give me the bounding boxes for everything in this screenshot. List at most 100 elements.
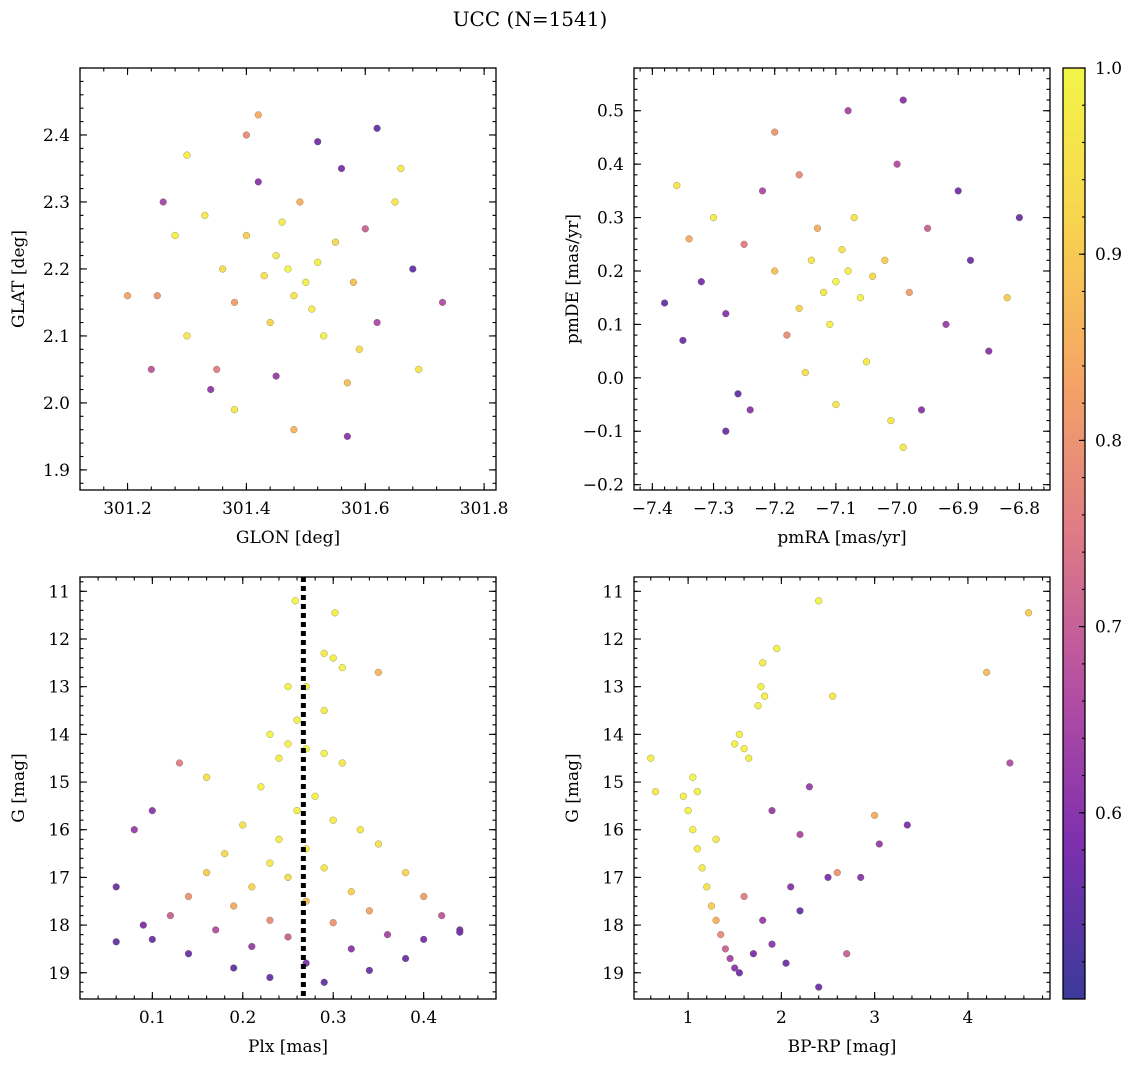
scatter-point	[123, 292, 132, 300]
scatter-point	[759, 659, 767, 667]
x-tick-label: −6.8	[999, 499, 1040, 519]
scatter-point	[787, 883, 795, 891]
scatter-points	[660, 96, 1024, 451]
scatter-point	[242, 131, 251, 139]
scatter-point	[213, 365, 221, 374]
scatter-point	[293, 806, 301, 815]
x-tick-label: 0.4	[410, 1008, 437, 1028]
scatter-point	[230, 298, 239, 307]
scatter-point	[308, 305, 316, 313]
scatter-point	[829, 692, 837, 700]
scatter-point	[673, 181, 681, 190]
colorbar-frame	[1062, 67, 1086, 1000]
scatter-point	[843, 950, 851, 958]
scatter-point	[153, 292, 161, 300]
colorbar-tick-label: 0.7	[1095, 618, 1122, 638]
scatter-point	[212, 926, 220, 934]
scatter-point	[373, 124, 381, 132]
scatter-point	[709, 213, 718, 222]
scatter-point	[302, 278, 310, 286]
y-tick-label: 14	[48, 725, 70, 745]
scatter-point	[329, 816, 337, 824]
colorbar-tick-label: 0.9	[1095, 245, 1122, 265]
scatter-point	[420, 892, 428, 901]
scatter-point	[731, 964, 739, 972]
scatter-point	[349, 278, 358, 286]
scatter-point	[1003, 294, 1011, 302]
scatter-point	[275, 835, 283, 843]
scatter-point	[807, 256, 816, 264]
scatter-point	[857, 873, 865, 882]
scatter-point	[768, 806, 776, 815]
axes-frame	[633, 67, 1051, 491]
scatter-point	[679, 336, 687, 345]
scatter-point	[693, 787, 702, 796]
scatter-point	[329, 654, 337, 662]
scatter-point	[819, 288, 828, 297]
colorbar-tick-label: 0.6	[1095, 804, 1122, 824]
scatter-point	[266, 730, 274, 739]
scatter-point	[679, 792, 688, 800]
scatter-point	[726, 954, 734, 963]
y-tick-label: 2.4	[43, 126, 70, 146]
scatter-point	[757, 683, 765, 691]
scatter-point	[749, 950, 758, 958]
scatter-point	[266, 859, 274, 867]
scatter-point	[266, 916, 274, 924]
scatter-point	[278, 218, 286, 226]
scatter-point	[954, 187, 962, 195]
scatter-point	[184, 892, 193, 901]
scatter-point	[689, 826, 697, 834]
scatter-point	[272, 251, 280, 260]
scatter-point	[438, 911, 446, 920]
scatter-point	[320, 864, 328, 872]
scatter-point	[899, 96, 907, 104]
x-tick-label: 0.3	[320, 1008, 347, 1028]
scatter-point	[409, 265, 417, 273]
scatter-point	[966, 256, 975, 264]
panel-glon-glat: 301.2 301.4 301.6 301.8 1.9 2.0 2.1 2.2 2.3 2.4 GL…	[9, 67, 508, 548]
x-tick-label: −6.9	[938, 499, 979, 519]
y-tick-label: 16	[48, 821, 70, 841]
scatter-point	[130, 826, 138, 834]
scatter-point	[397, 164, 405, 173]
scatter-point	[314, 258, 322, 266]
axes-frame	[79, 67, 497, 491]
scatter-point	[740, 745, 748, 753]
scatter-point	[870, 811, 879, 820]
y-axis-label: pmDE [mas/yr]	[563, 214, 583, 344]
scatter-point	[331, 238, 340, 246]
scatter-point	[254, 178, 262, 186]
scatter-point	[1024, 609, 1033, 617]
x-tick-label: 4	[963, 1008, 974, 1028]
scatter-point	[698, 864, 706, 872]
scatter-point	[868, 272, 877, 280]
scatter-point	[850, 213, 858, 222]
scatter-point	[166, 911, 175, 920]
scatter-point	[112, 883, 120, 891]
scatter-points	[112, 597, 464, 986]
scatter-point	[284, 683, 292, 691]
scatter-point	[112, 938, 120, 946]
scatter-point	[754, 702, 762, 710]
scatter-point	[184, 950, 193, 958]
scatter-point	[338, 759, 346, 767]
scatter-point	[903, 821, 911, 829]
scatter-point	[795, 171, 803, 179]
y-axis-label: G [mag]	[563, 753, 583, 822]
colorbar-tick-label: 1.0	[1095, 59, 1122, 79]
y-tick-label: 2.2	[43, 260, 70, 280]
scatter-point	[361, 225, 369, 233]
scatter-point	[905, 288, 913, 297]
scatter-point	[415, 365, 423, 374]
scatter-point	[207, 385, 215, 394]
y-tick-label: 18	[602, 916, 624, 936]
x-tick-label: 301.4	[222, 499, 271, 519]
y-tick-label: 11	[48, 582, 70, 602]
scatter-point	[685, 235, 693, 243]
y-tick-label: 2.3	[43, 193, 70, 213]
x-axis-label: BP-RP [mag]	[788, 1037, 897, 1057]
scatter-point	[290, 292, 298, 300]
scatter-point	[355, 345, 363, 353]
